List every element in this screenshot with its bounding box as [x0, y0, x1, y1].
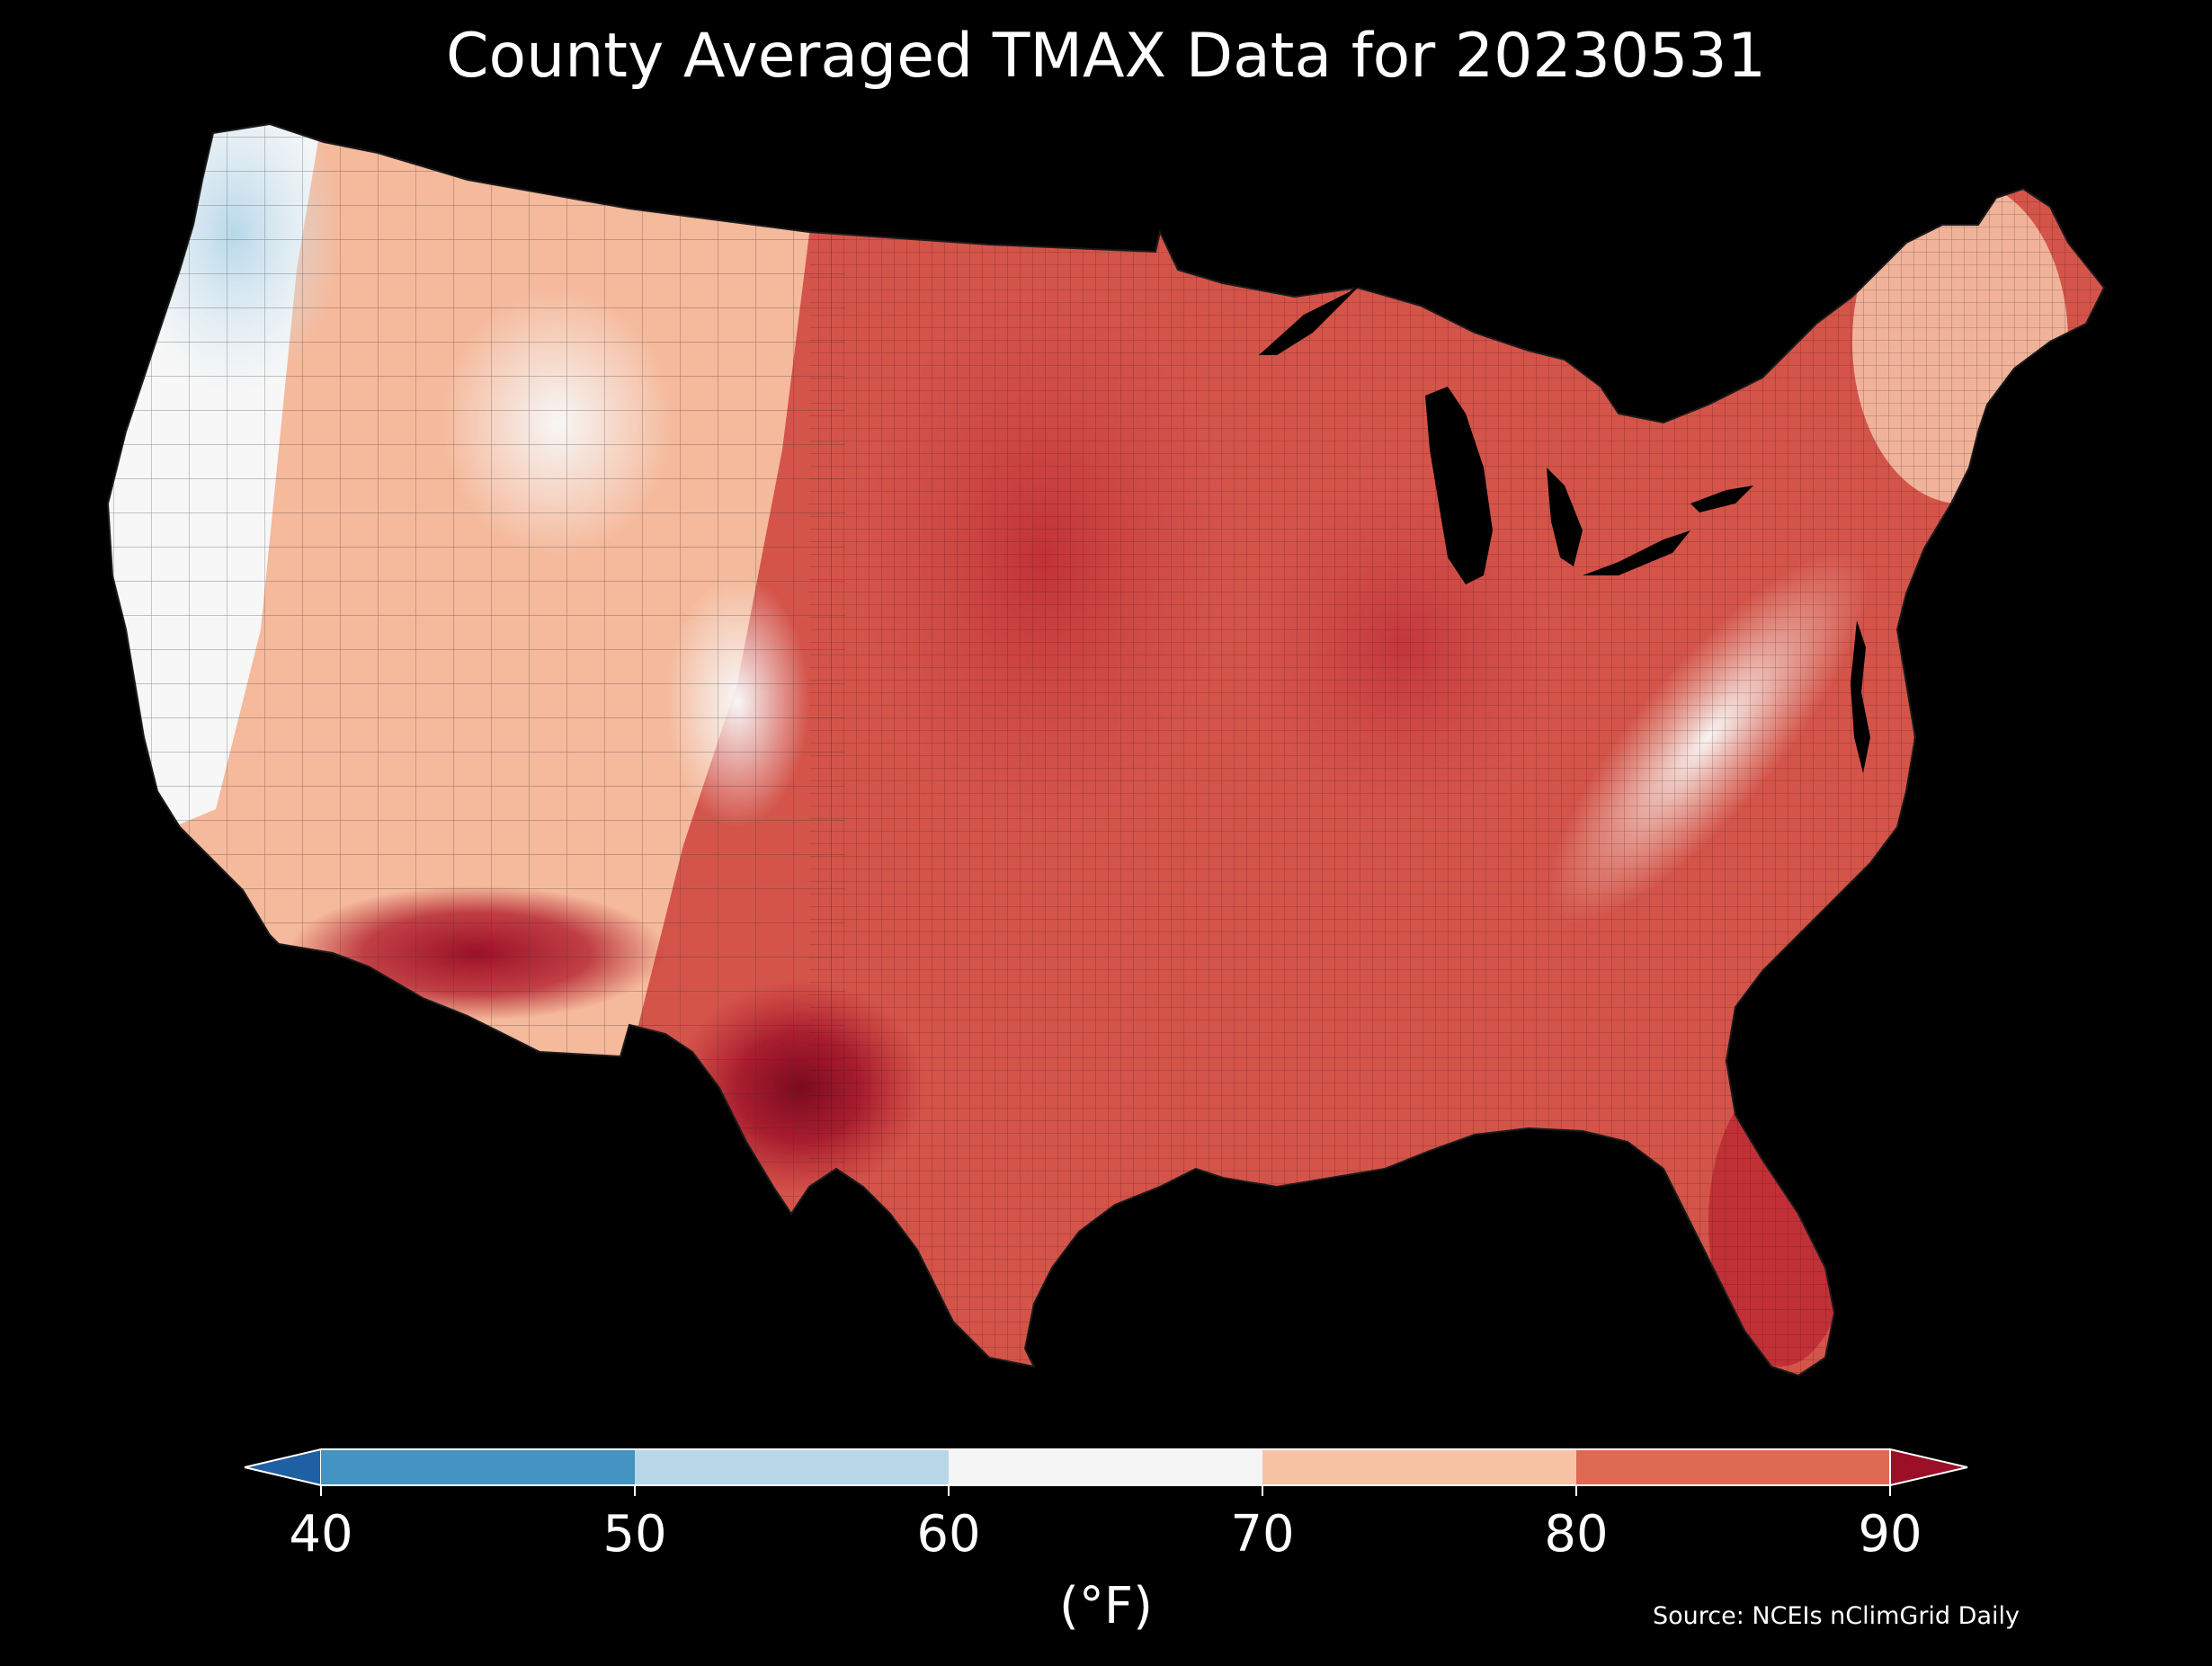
east-county-borders [809, 124, 2104, 1376]
colorbar-extend-high [1889, 1448, 1968, 1487]
lake-erie [1583, 530, 1690, 575]
colorbar-tick-60: 60 [916, 1505, 981, 1564]
colorbar-bin-40-50 [321, 1449, 635, 1485]
colorbar-bin-50-60 [635, 1449, 949, 1485]
great-lakes [1259, 279, 1753, 584]
chesapeake-bay [1851, 620, 1870, 773]
map-title: County Averaged TMAX Data for 20230531 [446, 21, 1766, 92]
colorbar-bin-60-70 [949, 1449, 1262, 1485]
source-note: Source: NCEIs nClimGrid Daily [1653, 1602, 2020, 1630]
west-county-borders [108, 124, 845, 1376]
colorbar [244, 1448, 1968, 1496]
lake-ontario [1690, 486, 1753, 512]
colorbar-tick-40: 40 [289, 1505, 353, 1564]
colorbar-bin-80-90 [1576, 1449, 1890, 1485]
lake-superior [1259, 279, 1367, 355]
colorbar-unit-label: (°F) [1059, 1577, 1153, 1635]
colorbar-tick-80: 80 [1544, 1505, 1609, 1564]
colorbar-tick-90: 90 [1858, 1505, 1922, 1564]
us-outline [106, 122, 2106, 1377]
colorbar-extend-low [244, 1448, 322, 1487]
colorbar-bin-70-80 [1262, 1449, 1576, 1485]
colorbar-tick-70: 70 [1230, 1505, 1295, 1564]
colorbar-tick-50: 50 [602, 1505, 667, 1564]
lake-huron [1547, 468, 1583, 566]
lake-michigan [1425, 387, 1493, 584]
